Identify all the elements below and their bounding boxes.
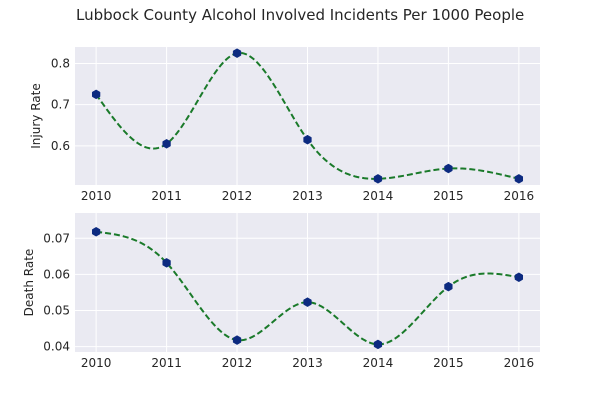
injury-rate-x-tick-label: 2013: [292, 189, 323, 203]
death-rate-y-axis-label: Death Rate: [22, 249, 36, 317]
death-rate-x-tick-label: 2016: [504, 356, 535, 370]
injury-rate-data-point: [303, 134, 312, 145]
death-rate-data-point: [444, 281, 453, 292]
death-rate-x-tick-label: 2013: [292, 356, 323, 370]
death-rate-y-tick-label: 0.05: [43, 303, 70, 317]
death-rate-y-tick-label: 0.04: [43, 340, 70, 354]
injury-rate-y-tick-label: 0.6: [51, 139, 70, 153]
death-rate-x-tick-label: 2015: [433, 356, 464, 370]
death-rate-x-tick-label: 2014: [363, 356, 394, 370]
death-rate-data-point: [91, 226, 101, 237]
death-rate-x-tick-label: 2010: [81, 356, 112, 370]
figure-title: Lubbock County Alcohol Involved Incident…: [76, 6, 524, 24]
injury-rate-x-tick-label: 2016: [504, 189, 535, 203]
injury-rate-panel: 2010 2011 2012 2013 2014 2015 2016 0.6 0.7 0.8 Inj…: [29, 47, 540, 203]
injury-rate-data-point: [91, 89, 101, 100]
injury-rate-data-point: [444, 163, 453, 174]
death-rate-data-point: [303, 297, 312, 307]
injury-rate-data-point: [232, 48, 242, 58]
injury-rate-data-point: [162, 139, 171, 149]
death-rate-y-tick-label: 0.06: [43, 267, 70, 281]
injury-rate-x-tick-label: 2015: [433, 189, 464, 203]
death-rate-panel: 2010 2011 2012 2013 2014 2015 2016 0.04 0.05 0.06…: [22, 213, 540, 370]
death-rate-x-tick-label: 2012: [222, 356, 253, 370]
injury-rate-data-point: [514, 174, 524, 184]
death-rate-data-point: [232, 335, 242, 345]
death-rate-data-point: [514, 272, 524, 283]
injury-rate-y-axis-label: Injury Rate: [29, 83, 43, 148]
injury-rate-x-tick-label: 2014: [363, 189, 394, 203]
death-rate-data-point: [373, 339, 383, 350]
death-rate-x-tick-label: 2011: [151, 356, 182, 370]
death-rate-y-tick-label: 0.07: [43, 231, 70, 245]
injury-rate-x-tick-label: 2012: [222, 189, 253, 203]
injury-rate-x-tick-label: 2011: [151, 189, 182, 203]
injury-rate-y-tick-label: 0.8: [51, 56, 70, 70]
injury-rate-data-point: [373, 174, 383, 184]
death-rate-data-point: [162, 258, 171, 268]
injury-rate-y-tick-label: 0.7: [51, 98, 70, 112]
injury-rate-x-tick-label: 2010: [81, 189, 112, 203]
